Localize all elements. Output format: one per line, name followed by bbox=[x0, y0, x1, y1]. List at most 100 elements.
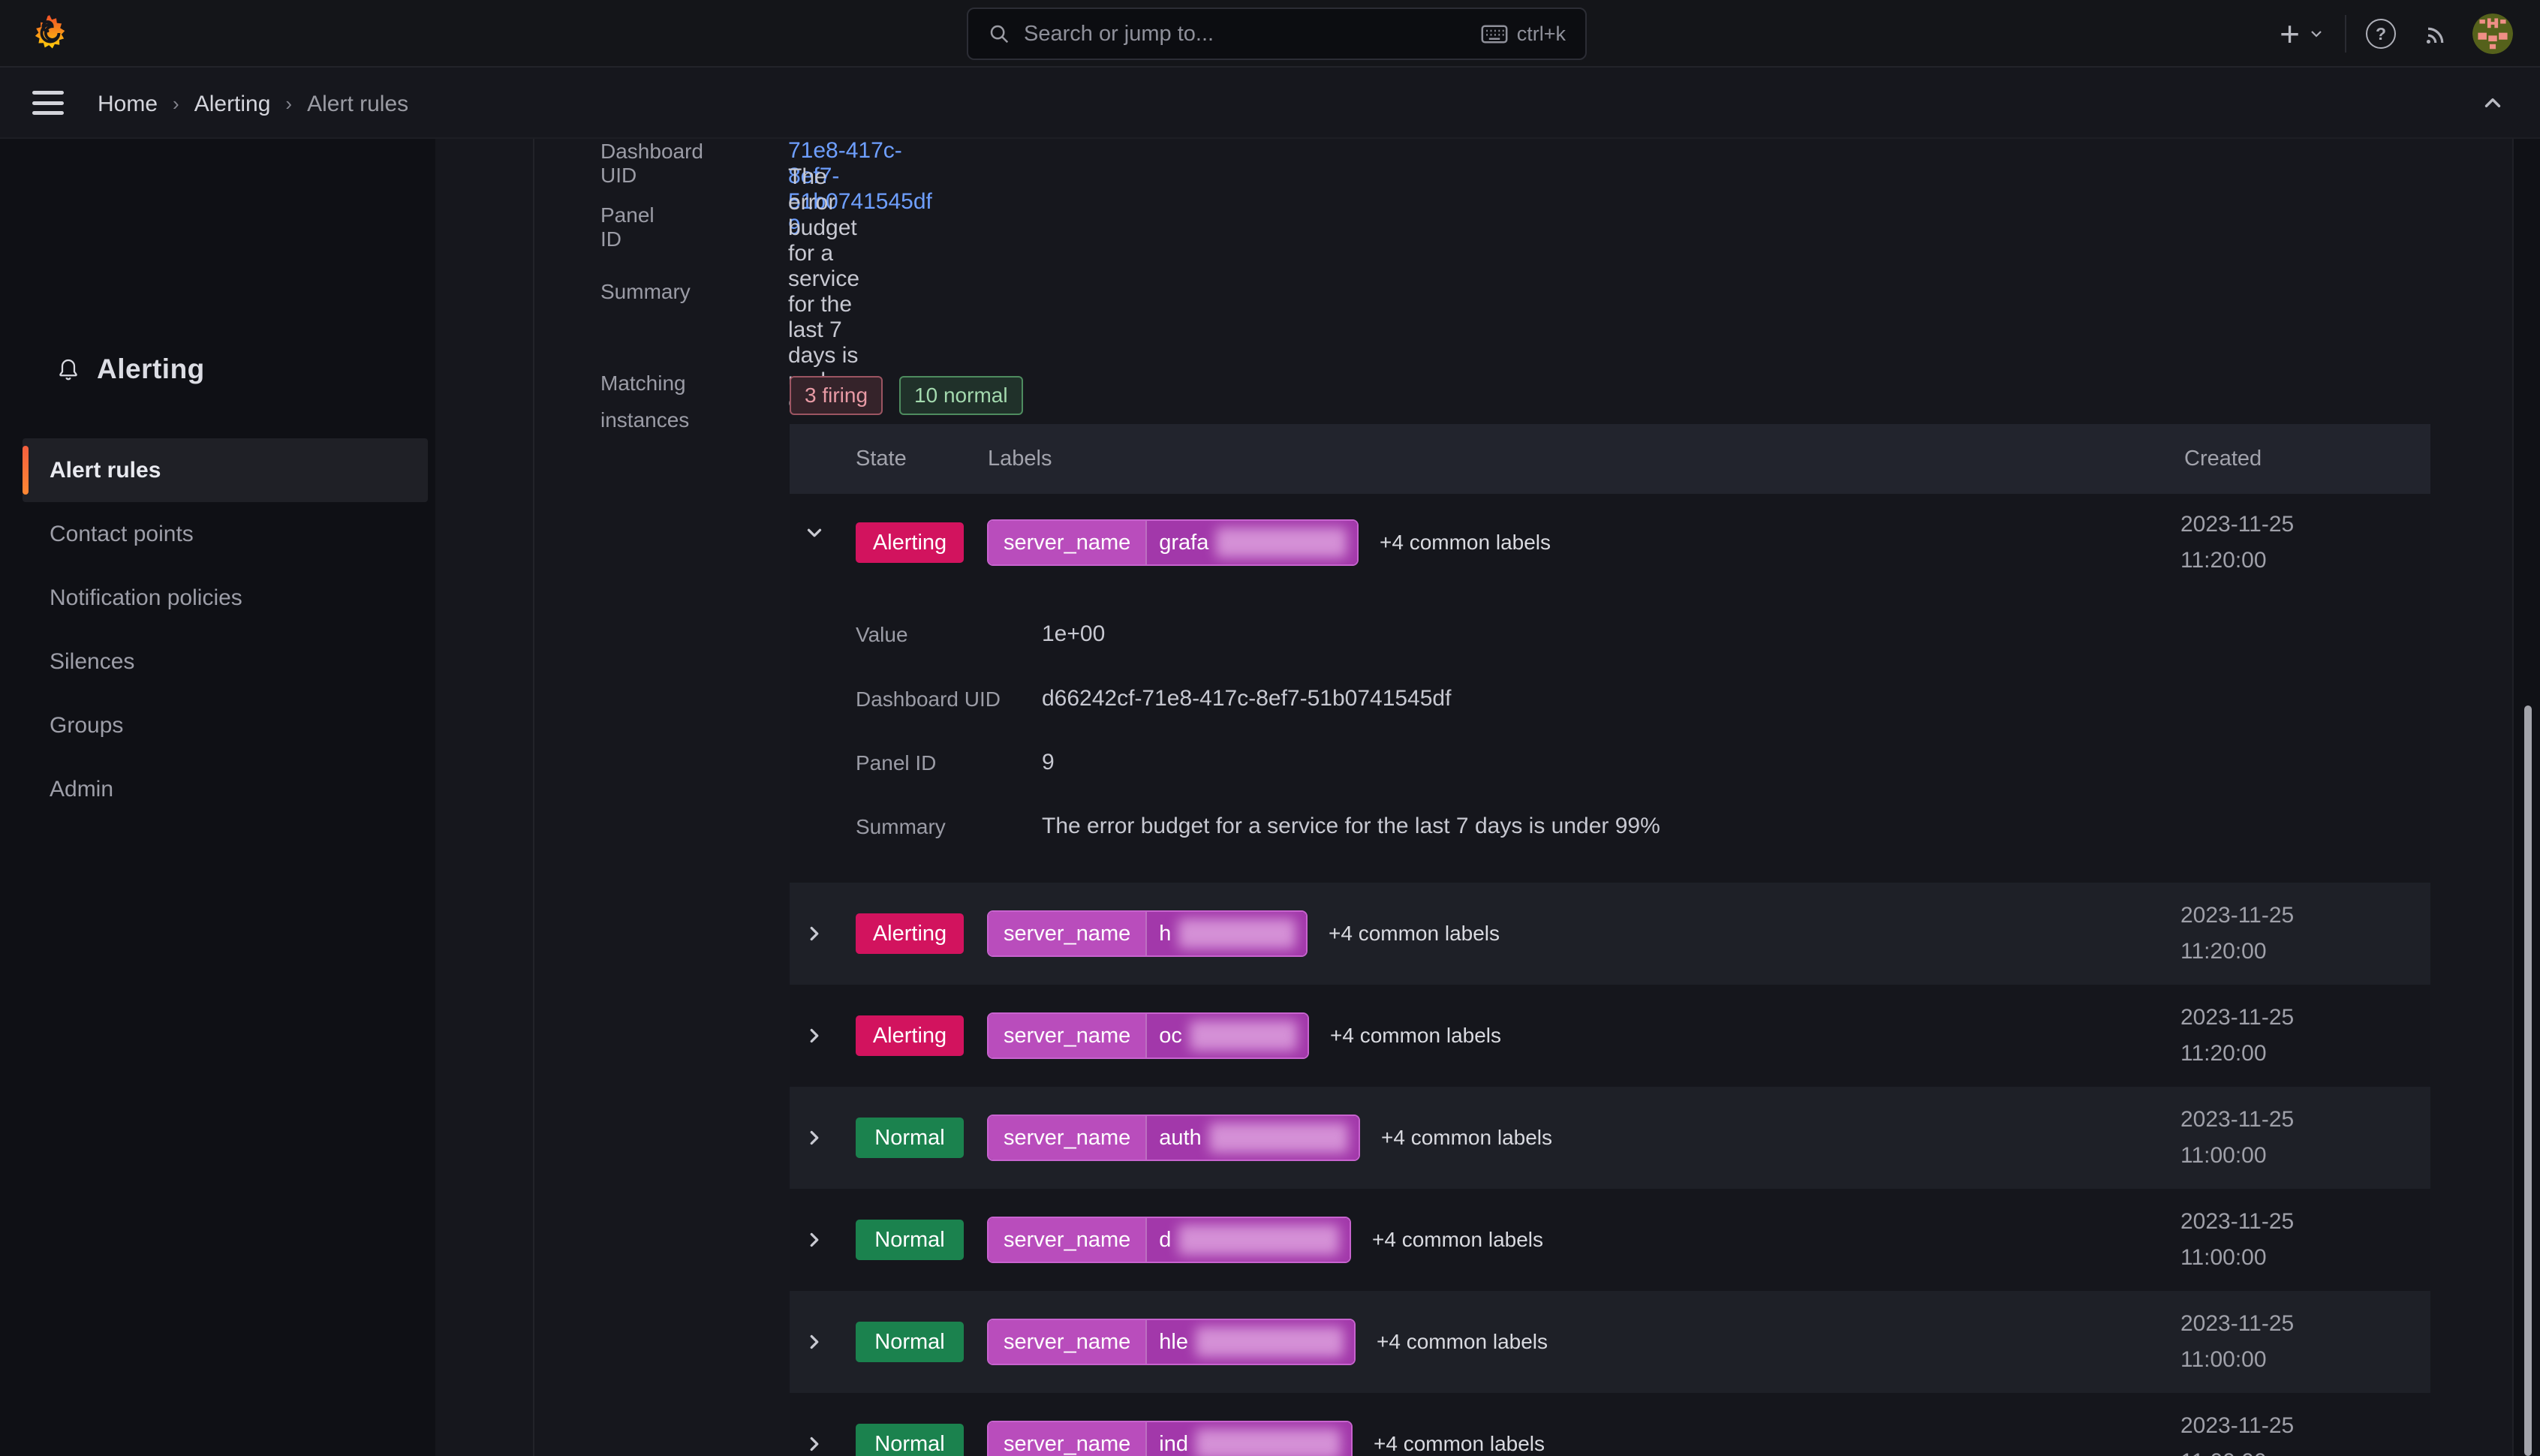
pane-divider[interactable] bbox=[533, 139, 534, 1456]
expand-row-button[interactable] bbox=[803, 922, 826, 945]
label-pill: server_name oc bbox=[987, 1012, 1309, 1059]
created-cell: 2023-11-25 11:20:00 bbox=[2180, 903, 2295, 964]
table-row: Normal server_name d +4 common labels 20… bbox=[790, 1189, 2430, 1291]
expand-row-button[interactable] bbox=[803, 1331, 826, 1353]
expand-row-button[interactable] bbox=[803, 1433, 826, 1455]
breadcrumb-separator-icon: › bbox=[285, 92, 293, 115]
grafana-logo-icon[interactable] bbox=[32, 14, 67, 53]
column-header-labels: Labels bbox=[988, 447, 1052, 471]
table-row: Alerting server_name grafa +4 common lab… bbox=[790, 494, 2430, 883]
field-label: Panel ID bbox=[600, 203, 655, 251]
chevron-right-icon bbox=[810, 1130, 819, 1145]
field-label: Dashboard UID bbox=[600, 140, 703, 187]
expand-row-button[interactable] bbox=[803, 1229, 826, 1251]
help-button[interactable]: ? bbox=[2366, 19, 2396, 49]
menu-toggle-button[interactable] bbox=[32, 89, 64, 117]
chevron-down-icon bbox=[2311, 31, 2322, 38]
search-icon bbox=[990, 25, 1009, 44]
label-key: server_name bbox=[989, 912, 1146, 955]
chevron-right-icon bbox=[810, 1436, 819, 1451]
state-badge: Alerting bbox=[856, 522, 964, 563]
collapse-row-button[interactable] bbox=[803, 522, 826, 544]
common-labels-text: +4 common labels bbox=[1381, 1126, 1553, 1149]
label-value-prefix: hle bbox=[1159, 1329, 1188, 1354]
collapse-toolbar-button[interactable] bbox=[2480, 90, 2505, 119]
detail-label: Panel ID bbox=[856, 751, 937, 775]
created-cell: 2023-11-25 11:20:00 bbox=[2180, 512, 2295, 573]
label-value-prefix: d bbox=[1159, 1227, 1172, 1252]
common-labels-text: +4 common labels bbox=[1329, 922, 1500, 945]
sidebar-item-contact-points[interactable]: Contact points bbox=[23, 502, 428, 566]
rss-icon bbox=[2426, 27, 2444, 44]
table-row: Normal server_name hle +4 common labels … bbox=[790, 1291, 2430, 1393]
field-label: Summary bbox=[600, 280, 691, 303]
sidebar-nav: Alert rules Contact points Notification … bbox=[23, 438, 428, 821]
common-labels-text: +4 common labels bbox=[1380, 531, 1551, 554]
news-button[interactable] bbox=[2421, 20, 2448, 47]
plus-icon: + bbox=[2280, 14, 2300, 53]
label-value-prefix: auth bbox=[1159, 1125, 1202, 1150]
detail-label: Summary bbox=[856, 815, 946, 838]
chevron-down-icon bbox=[807, 528, 822, 537]
detail-label: Value bbox=[856, 623, 908, 646]
sidebar-item-alert-rules[interactable]: Alert rules bbox=[23, 438, 428, 502]
table-header: State Labels Created bbox=[790, 424, 2430, 494]
detail-label: Dashboard UID bbox=[856, 687, 1001, 711]
labels-cell: server_name h +4 common labels bbox=[987, 910, 1500, 957]
sidebar-item-label: Notification policies bbox=[50, 585, 242, 610]
chevron-up-icon bbox=[2484, 98, 2501, 107]
chevron-right-icon bbox=[810, 926, 819, 941]
avatar[interactable] bbox=[2472, 14, 2513, 54]
label-pill: server_name ind bbox=[987, 1421, 1353, 1456]
scrollbar-thumb[interactable] bbox=[2524, 705, 2532, 1456]
labels-cell: server_name grafa +4 common labels bbox=[987, 519, 1551, 566]
chevron-right-icon bbox=[810, 1334, 819, 1349]
redacted-label-value bbox=[1178, 919, 1296, 949]
label-key: server_name bbox=[989, 1014, 1146, 1057]
redacted-label-value bbox=[1178, 1225, 1339, 1255]
new-menu-button[interactable]: + bbox=[2280, 17, 2325, 51]
chevron-right-icon bbox=[810, 1028, 819, 1043]
labels-cell: server_name ind +4 common labels bbox=[987, 1421, 1545, 1456]
label-value-prefix: ind bbox=[1159, 1431, 1188, 1456]
sidebar-item-label: Admin bbox=[50, 776, 114, 802]
expand-row-button[interactable] bbox=[803, 1024, 826, 1047]
sidebar-item-silences[interactable]: Silences bbox=[23, 630, 428, 693]
label-pill: server_name d bbox=[987, 1217, 1351, 1263]
breadcrumb-alerting[interactable]: Alerting bbox=[194, 91, 271, 116]
breadcrumb: Home › Alerting › Alert rules bbox=[98, 69, 408, 139]
panel-id-link[interactable]: 9 bbox=[1042, 750, 1055, 775]
dashboard-uid-link[interactable]: d66242cf-71e8-417c-8ef7-51b0741545df bbox=[1042, 686, 1452, 711]
alerting-sidebar: Alerting Alert rules Contact points Noti… bbox=[0, 139, 435, 1456]
matching-instances-label: Matching instances bbox=[600, 372, 690, 432]
label-value-prefix: oc bbox=[1159, 1023, 1182, 1048]
breadcrumb-separator-icon: › bbox=[173, 92, 179, 115]
search-placeholder: Search or jump to... bbox=[1024, 21, 1214, 46]
table-row: Alerting server_name h +4 common labels … bbox=[790, 883, 2430, 985]
table-row: Alerting server_name oc +4 common labels… bbox=[790, 985, 2430, 1087]
redacted-label-value bbox=[1195, 1327, 1344, 1357]
sidebar-item-admin[interactable]: Admin bbox=[23, 757, 428, 821]
expand-row-button[interactable] bbox=[803, 1127, 826, 1149]
normal-count-badge: 10 normal bbox=[899, 376, 1023, 415]
label-pill: server_name auth bbox=[987, 1115, 1360, 1161]
search-input[interactable]: Search or jump to... ctrl+k bbox=[967, 8, 1587, 60]
redacted-label-value bbox=[1189, 1021, 1297, 1051]
sidebar-item-label: Groups bbox=[50, 712, 124, 738]
label-pill: server_name h bbox=[987, 910, 1308, 957]
state-badge: Alerting bbox=[856, 913, 964, 954]
panel-id-link[interactable]: 9 bbox=[788, 215, 801, 239]
matching-instances-table: State Labels Created Alerting server_nam… bbox=[790, 424, 2430, 1456]
table-row: Normal server_name auth +4 common labels… bbox=[790, 1087, 2430, 1189]
label-key: server_name bbox=[989, 1320, 1146, 1364]
sidebar-item-notification-policies[interactable]: Notification policies bbox=[23, 566, 428, 630]
label-value-prefix: h bbox=[1159, 921, 1172, 946]
state-badge: Normal bbox=[856, 1118, 964, 1158]
common-labels-text: +4 common labels bbox=[1372, 1228, 1544, 1251]
topnav-actions: + ? bbox=[2280, 0, 2513, 68]
breadcrumb-home[interactable]: Home bbox=[98, 91, 158, 116]
sidebar-item-groups[interactable]: Groups bbox=[23, 693, 428, 757]
